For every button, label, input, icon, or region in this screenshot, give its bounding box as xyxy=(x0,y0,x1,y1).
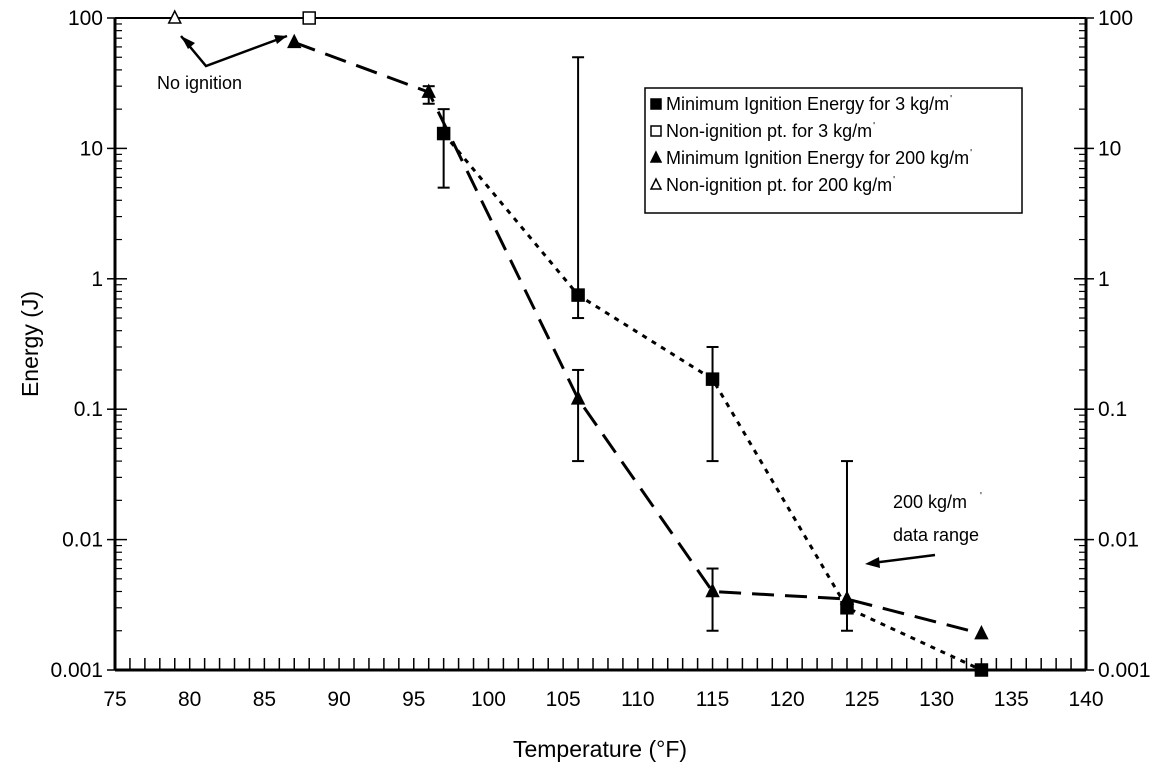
legend-superscript-0: ' xyxy=(950,94,952,105)
axis-tick-labels: 75 80 85 90 95 100 105 110 115 120 125 130 135 1400.0… xyxy=(50,7,1150,711)
x-tick-label: 105 xyxy=(546,688,581,711)
x-tick-label: 95 xyxy=(402,688,425,711)
data-point-series-2 xyxy=(570,390,586,405)
y-tick-label-left: 0.01 xyxy=(62,529,103,552)
y-tick-label-right: 0.1 xyxy=(1098,398,1127,421)
legend-marker-2 xyxy=(649,150,663,163)
legend-marker-1 xyxy=(650,125,662,137)
legend-superscript-1: ' xyxy=(873,121,875,132)
data-point-series-0 xyxy=(705,372,720,386)
legend: Minimum Ignition Energy for 3 kg/m 'Non-i… xyxy=(644,87,1023,214)
y-tick-label-left: 0.1 xyxy=(74,398,103,421)
legend-marker-0 xyxy=(650,98,662,110)
data-range-arrow-head xyxy=(865,557,880,568)
no-ignition-arrow-head-left xyxy=(181,36,195,49)
legend-label-3: Non-ignition pt. for 200 kg/m xyxy=(666,175,892,195)
legend-superscript-2: ' xyxy=(970,148,972,159)
x-tick-label: 85 xyxy=(253,688,276,711)
y-tick-label-left: 10 xyxy=(80,137,103,160)
series-line-2 xyxy=(293,40,982,636)
y-tick-label-right: 1 xyxy=(1098,268,1110,291)
x-tick-label: 140 xyxy=(1068,688,1103,711)
annotation-data-range-line1: 200 kg/m xyxy=(893,492,967,512)
data-point-series-0 xyxy=(436,126,451,141)
legend-items: Minimum Ignition Energy for 3 kg/m 'Non-i… xyxy=(649,94,972,195)
y-axis-title: Energy (J) xyxy=(17,291,43,397)
plot-frame xyxy=(113,17,1088,672)
data-markers xyxy=(167,9,989,677)
x-axis-title: Temperature (°F) xyxy=(513,736,687,762)
series-lines xyxy=(293,40,983,672)
x-tick-label: 135 xyxy=(994,688,1029,711)
data-point-series-0 xyxy=(974,663,989,677)
data-point-series-2 xyxy=(287,33,302,49)
y-tick-label-right: 0.001 xyxy=(1098,659,1151,682)
data-point-series-3 xyxy=(167,9,182,24)
annotation-no-ignition-text: No ignition xyxy=(157,73,242,93)
y-tick-label-left: 1 xyxy=(91,268,103,291)
y-tick-label-right: 0.01 xyxy=(1098,529,1139,552)
x-tick-label: 120 xyxy=(770,688,805,711)
data-point-series-2 xyxy=(705,582,720,598)
axis-ticks xyxy=(107,17,1094,671)
legend-marker-3 xyxy=(649,177,663,190)
no-ignition-arrow-head-right xyxy=(274,35,287,44)
data-point-series-2 xyxy=(839,590,855,605)
superscript-3: ' xyxy=(980,491,982,502)
x-tick-label: 125 xyxy=(844,688,879,711)
legend-label-0: Minimum Ignition Energy for 3 kg/m xyxy=(666,94,949,114)
legend-box xyxy=(644,87,1023,214)
y-tick-label-right: 10 xyxy=(1098,137,1121,160)
annotation-no-ignition: No ignition xyxy=(157,34,288,93)
y-tick-label-left: 100 xyxy=(68,7,103,30)
annotation-data-range: 200 kg/m ' data range xyxy=(865,491,982,568)
legend-label-1: Non-ignition pt. for 3 kg/m xyxy=(666,121,872,141)
data-point-series-0 xyxy=(571,288,585,302)
y-tick-label-left: 0.001 xyxy=(50,659,103,682)
no-ignition-arrow-line xyxy=(180,34,288,68)
data-point-series-2 xyxy=(421,83,436,98)
x-tick-label: 75 xyxy=(103,688,126,711)
data-point-series-2 xyxy=(974,624,989,640)
x-tick-label: 90 xyxy=(327,688,350,711)
annotation-data-range-line2: data range xyxy=(893,525,979,545)
legend-label-2: Minimum Ignition Energy for 200 kg/m xyxy=(666,148,969,168)
x-tick-label: 80 xyxy=(178,688,201,711)
data-range-arrow-line xyxy=(871,553,936,565)
x-tick-label: 130 xyxy=(919,688,954,711)
x-tick-label: 110 xyxy=(621,688,654,711)
x-tick-label: 115 xyxy=(696,688,729,711)
x-tick-label: 100 xyxy=(471,688,506,711)
y-tick-label-right: 100 xyxy=(1098,7,1133,30)
series-line-0 xyxy=(442,132,983,672)
data-point-series-1 xyxy=(302,11,316,25)
legend-superscript-3: ' xyxy=(893,175,895,186)
